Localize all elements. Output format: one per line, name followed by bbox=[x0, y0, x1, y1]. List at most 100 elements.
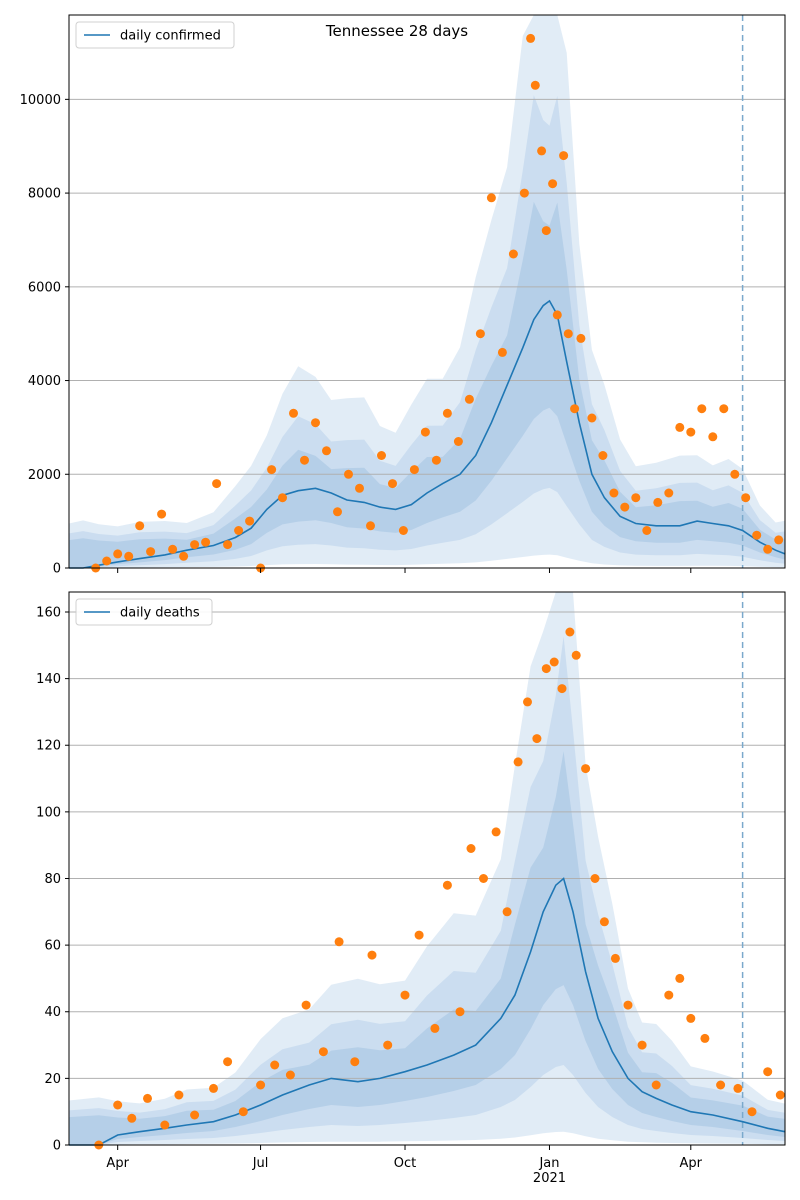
data-point bbox=[664, 990, 674, 1000]
legend-label: daily confirmed bbox=[120, 29, 221, 44]
data-point bbox=[563, 329, 573, 339]
data-point bbox=[270, 1060, 280, 1070]
data-point bbox=[513, 757, 523, 767]
y-tick-label: 2000 bbox=[28, 468, 61, 483]
data-point bbox=[653, 497, 663, 507]
data-point bbox=[388, 479, 397, 489]
y-tick-label: 6000 bbox=[28, 280, 61, 295]
data-point bbox=[102, 556, 112, 566]
legend-box bbox=[75, 21, 235, 49]
data-point bbox=[124, 551, 134, 561]
data-point bbox=[664, 488, 674, 498]
data-point bbox=[486, 193, 496, 203]
data-point bbox=[289, 408, 298, 418]
data-point bbox=[502, 907, 512, 917]
data-point bbox=[541, 664, 551, 674]
y-tick-label: 80 bbox=[44, 872, 61, 887]
data-point bbox=[431, 455, 441, 465]
y-tick-label: 4000 bbox=[28, 374, 61, 389]
data-point bbox=[741, 493, 751, 503]
data-point bbox=[350, 1057, 360, 1067]
data-point bbox=[587, 413, 597, 423]
data-point bbox=[174, 1090, 184, 1100]
data-point bbox=[479, 874, 488, 883]
data-point bbox=[620, 502, 630, 512]
uncertainty-band bbox=[69, 751, 785, 1145]
y-tick-label: 0 bbox=[53, 1139, 61, 1154]
data-point bbox=[285, 1070, 295, 1080]
uncertainty-band bbox=[69, 201, 785, 568]
y-tick-label: 140 bbox=[36, 672, 61, 687]
data-point bbox=[223, 1057, 233, 1067]
data-point bbox=[700, 1033, 710, 1043]
data-point bbox=[549, 657, 559, 667]
data-point bbox=[642, 526, 652, 535]
data-point bbox=[675, 422, 685, 432]
data-point bbox=[209, 1083, 218, 1093]
data-point bbox=[464, 394, 474, 404]
data-point bbox=[190, 1110, 200, 1120]
data-point bbox=[571, 650, 581, 660]
data-point bbox=[763, 544, 773, 554]
data-point bbox=[442, 880, 452, 890]
data-point bbox=[238, 1107, 248, 1117]
confirmed-panel: 0 2000 4000 6000 8000 10000 Tennessee 28 days… bbox=[20, 14, 786, 577]
data-point bbox=[491, 827, 501, 837]
x-tick-sublabel: 2021 bbox=[533, 1171, 566, 1186]
data-point bbox=[497, 347, 507, 357]
data-point bbox=[278, 493, 287, 503]
data-point bbox=[383, 1040, 393, 1050]
data-point bbox=[590, 874, 600, 883]
y-tick-label: 60 bbox=[44, 939, 61, 954]
data-point bbox=[581, 764, 591, 774]
data-point bbox=[398, 526, 408, 535]
data-point bbox=[355, 483, 364, 493]
data-point bbox=[730, 469, 740, 479]
data-point bbox=[609, 488, 619, 498]
y-tick-label: 100 bbox=[36, 805, 61, 820]
data-point bbox=[190, 540, 200, 550]
data-point bbox=[675, 973, 685, 983]
data-point bbox=[475, 329, 485, 339]
data-point bbox=[774, 535, 784, 545]
y-tick-label: 160 bbox=[36, 605, 61, 620]
y-tick-label: 40 bbox=[44, 1005, 61, 1020]
uncertainty-bands bbox=[69, 15, 785, 568]
axes-frame bbox=[68, 14, 786, 569]
data-point bbox=[610, 953, 620, 963]
legend: daily confirmed bbox=[75, 21, 235, 49]
data-point bbox=[599, 917, 609, 927]
x-tick-label: Oct bbox=[394, 1156, 416, 1171]
data-point bbox=[719, 404, 729, 414]
data-point bbox=[146, 547, 156, 557]
y-tick-label: 0 bbox=[53, 562, 61, 577]
data-point bbox=[708, 432, 718, 442]
y-tick-label: 120 bbox=[36, 739, 61, 754]
data-point bbox=[508, 249, 518, 259]
data-point bbox=[686, 427, 696, 437]
data-point bbox=[548, 179, 558, 189]
data-point bbox=[537, 146, 547, 156]
data-point bbox=[570, 404, 580, 414]
data-point bbox=[576, 333, 586, 343]
data-point bbox=[201, 537, 211, 547]
series-line-group bbox=[69, 877, 786, 1146]
data-point bbox=[160, 1120, 170, 1130]
data-point bbox=[157, 509, 167, 519]
data-point bbox=[552, 310, 562, 320]
data-point bbox=[409, 465, 419, 475]
x-tick-label: Jul bbox=[252, 1156, 269, 1171]
data-point bbox=[113, 549, 123, 559]
data-point bbox=[223, 540, 233, 550]
data-point bbox=[637, 1040, 647, 1050]
data-point bbox=[733, 1083, 743, 1093]
legend-label: daily deaths bbox=[120, 606, 200, 621]
data-point bbox=[530, 80, 540, 90]
data-point bbox=[366, 521, 375, 531]
data-point bbox=[559, 151, 569, 161]
data-point bbox=[686, 1013, 696, 1023]
data-point bbox=[519, 188, 529, 198]
data-point bbox=[301, 1000, 311, 1010]
